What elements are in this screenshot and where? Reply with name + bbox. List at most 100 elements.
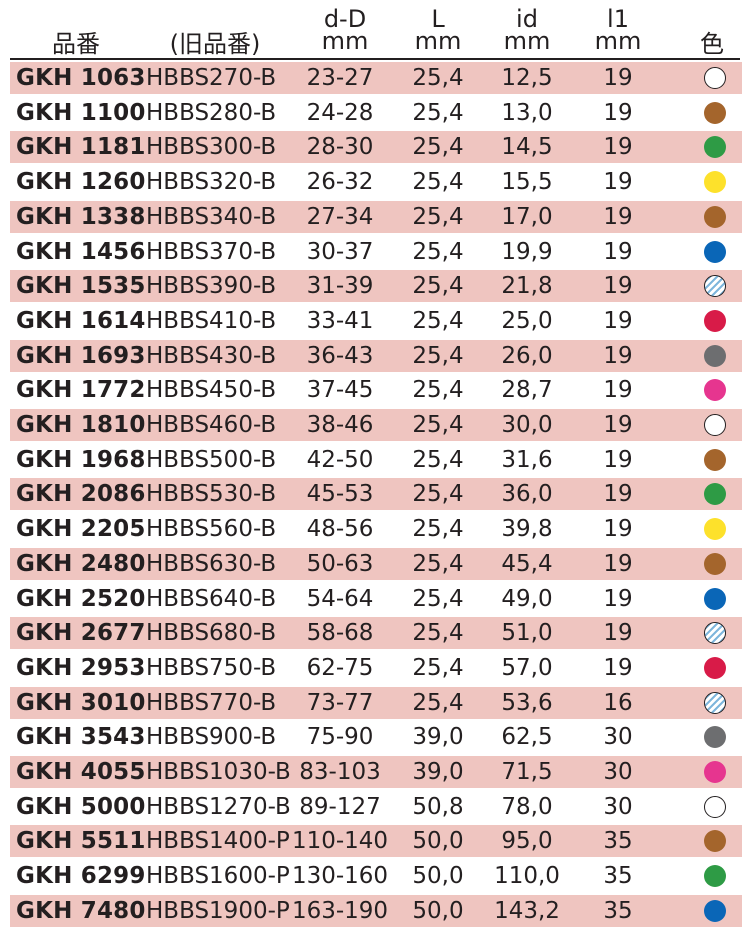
- length-l1: 19: [603, 65, 633, 91]
- inner-diameter: 31,6: [501, 446, 553, 473]
- old-product-code: HBBS560-B: [146, 516, 277, 543]
- color-dot-white-icon: [704, 414, 726, 436]
- product-code: GKH 1181: [16, 134, 146, 161]
- length-L: 25,4: [412, 550, 464, 577]
- inner-diameter: 26,0: [501, 342, 553, 369]
- product-code: GKH 5000: [16, 793, 146, 820]
- d-D-range: 75-90: [306, 724, 374, 751]
- d-D-range: 31-39: [306, 273, 374, 300]
- length-L: 25,4: [412, 412, 464, 438]
- d-D-range: 37-45: [306, 377, 374, 404]
- length-L: 25,4: [412, 689, 464, 716]
- inner-diameter: 49,0: [501, 585, 553, 612]
- product-code: GKH 2520: [16, 585, 146, 612]
- old-product-code: HBBS1400-P: [146, 828, 290, 855]
- product-code: GKH 1100: [16, 99, 146, 126]
- d-D-range: 48-56: [306, 516, 374, 543]
- d-D-range: 58-68: [306, 620, 374, 647]
- d-D-range: 163-190: [291, 897, 389, 924]
- d-D-range: 24-28: [306, 99, 374, 126]
- color-dot-clear-icon: [704, 622, 726, 645]
- product-code: GKH 1614: [16, 307, 146, 334]
- inner-diameter: 95,0: [501, 828, 553, 855]
- old-product-code: HBBS300-B: [146, 134, 277, 161]
- table-row: GKH 3543 HBBS900-B 75-90 39,0 62,5 30: [10, 721, 742, 753]
- old-product-code: HBBS1600-P: [146, 863, 290, 890]
- length-L: 25,4: [412, 342, 464, 369]
- d-D-range: 130-160: [291, 863, 389, 890]
- length-l1: 19: [603, 307, 633, 334]
- product-code: GKH 1968: [16, 446, 146, 473]
- color-dot-red-icon: [704, 656, 726, 679]
- inner-diameter: 21,8: [501, 273, 553, 300]
- length-l1: 19: [603, 412, 633, 438]
- table-row: GKH 6299 HBBS1600-P 130-160 50,0 110,0 35: [10, 860, 742, 892]
- d-D-range: 73-77: [306, 689, 374, 716]
- old-product-code: HBBS320-B: [146, 169, 277, 196]
- old-product-code: HBBS280-B: [146, 99, 277, 126]
- table-row: GKH 5000 HBBS1270-B 89-127 50,8 78,0 30: [10, 791, 742, 823]
- length-L: 25,4: [412, 134, 464, 161]
- header-code: 品番: [52, 30, 100, 58]
- table-row: GKH 1260 HBBS320-B 26-32 25,4 15,5 19: [10, 166, 742, 198]
- header-color: 色: [700, 30, 724, 58]
- product-code: GKH 3543: [16, 724, 146, 751]
- d-D-range: 110-140: [291, 828, 389, 855]
- length-L: 39,0: [412, 724, 464, 751]
- length-L: 25,4: [412, 273, 464, 300]
- inner-diameter: 17,0: [501, 203, 553, 230]
- color-dot-green-icon: [704, 865, 726, 888]
- inner-diameter: 28,7: [501, 377, 553, 404]
- length-l1: 19: [603, 550, 633, 577]
- product-code: GKH 2677: [16, 620, 146, 647]
- color-dot-green-icon: [704, 483, 726, 506]
- length-l1: 19: [603, 377, 633, 404]
- d-D-range: 50-63: [306, 550, 374, 577]
- product-code: GKH 2953: [16, 654, 146, 681]
- length-l1: 19: [603, 620, 633, 647]
- length-L: 25,4: [412, 99, 464, 126]
- table-row: GKH 7480 HBBS1900-P 163-190 50,0 143,2 35: [10, 894, 742, 927]
- table-row: GKH 1810 HBBS460-B 38-46 25,4 30,0 19: [10, 409, 742, 441]
- d-D-range: 36-43: [306, 342, 374, 369]
- d-D-range: 42-50: [306, 446, 374, 473]
- color-dot-white-icon: [704, 795, 726, 818]
- color-dot-yellow-icon: [704, 518, 726, 541]
- inner-diameter: 39,8: [501, 516, 553, 543]
- length-l1: 30: [603, 724, 633, 751]
- header-rule: [10, 58, 740, 60]
- table-row: GKH 1100 HBBS280-B 24-28 25,4 13,0 19: [10, 97, 742, 129]
- inner-diameter: 62,5: [501, 724, 553, 751]
- length-L: 25,4: [412, 307, 464, 334]
- color-dot-grey-icon: [704, 344, 726, 367]
- old-product-code: HBBS680-B: [146, 620, 277, 647]
- inner-diameter: 53,6: [501, 689, 553, 716]
- length-l1: 19: [603, 516, 633, 543]
- length-L: 25,4: [412, 585, 464, 612]
- inner-diameter: 14,5: [501, 134, 553, 161]
- old-product-code: HBBS430-B: [146, 342, 277, 369]
- old-product-code: HBBS500-B: [146, 446, 277, 473]
- inner-diameter: 78,0: [501, 793, 553, 820]
- length-l1: 35: [603, 897, 633, 924]
- color-dot-white-icon: [704, 67, 726, 89]
- length-l1: 19: [603, 273, 633, 300]
- table-row: GKH 5511 HBBS1400-P 110-140 50,0 95,0 35: [10, 825, 742, 858]
- product-code: GKH 6299: [16, 863, 146, 890]
- product-code: GKH 1810: [16, 412, 146, 438]
- table-row: GKH 1968 HBBS500-B 42-50 25,4 31,6 19: [10, 444, 742, 476]
- inner-diameter: 12,5: [501, 65, 553, 91]
- table-row: GKH 1535 HBBS390-B 31-39 25,4 21,8 19: [10, 270, 742, 303]
- inner-diameter: 36,0: [501, 481, 553, 508]
- length-L: 50,0: [412, 897, 464, 924]
- length-l1: 19: [603, 342, 633, 369]
- table-row: GKH 3010 HBBS770-B 73-77 25,4 53,6 16: [10, 686, 742, 719]
- old-product-code: HBBS1270-B: [146, 793, 291, 820]
- length-l1: 30: [603, 759, 633, 785]
- d-D-range: 83-103: [299, 759, 381, 785]
- table-row: GKH 1772 HBBS450-B 37-45 25,4 28,7 19: [10, 374, 742, 406]
- d-D-range: 33-41: [306, 307, 374, 334]
- product-code: GKH 1772: [16, 377, 146, 404]
